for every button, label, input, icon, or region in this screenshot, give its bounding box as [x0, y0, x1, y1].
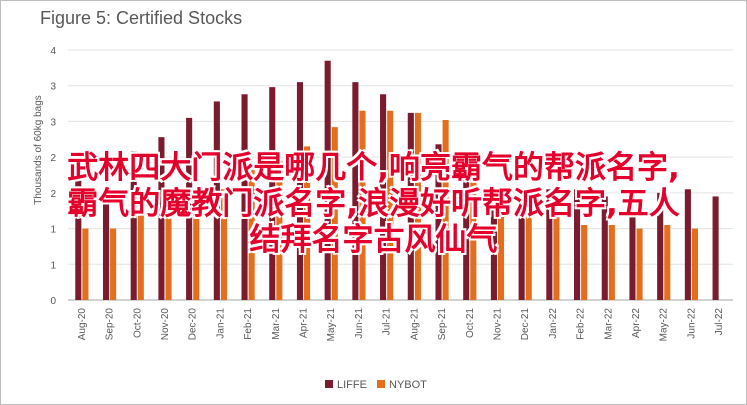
bar-nybot	[470, 155, 477, 300]
y-tick-label: 0	[50, 296, 56, 307]
bar-liffe	[380, 94, 387, 301]
y-tick-label: 2	[50, 153, 56, 164]
bars	[75, 60, 719, 301]
x-tick-label: Sep-20	[105, 308, 116, 341]
x-tick-label: Dec-21	[520, 308, 531, 341]
bar-nybot	[82, 228, 89, 300]
x-tick-label: Nov-21	[492, 308, 503, 341]
x-tick-label: Apr-22	[631, 308, 642, 338]
bar-liffe	[158, 137, 165, 300]
bar-liffe	[75, 177, 82, 300]
bar-liffe	[102, 189, 110, 300]
bar-nybot	[359, 110, 366, 300]
bar-nybot	[276, 160, 283, 300]
bar-liffe	[601, 196, 608, 300]
bar-liffe	[296, 82, 304, 301]
bar-liffe	[130, 151, 137, 300]
bar-nybot	[331, 127, 338, 301]
x-tick-label: Feb-22	[576, 308, 587, 340]
x-tick-label: Aug-21	[409, 308, 420, 341]
bar-nybot	[691, 228, 699, 300]
legend-swatch-nybot	[377, 380, 385, 388]
bar-nybot	[193, 196, 200, 300]
bar-liffe	[435, 144, 442, 300]
bar-liffe	[213, 101, 220, 300]
legend-label-nybot: NYBOT	[389, 379, 427, 391]
x-tick-label: Jul-21	[382, 308, 393, 336]
bar-nybot	[248, 167, 255, 300]
x-tick-label: Apr-21	[299, 308, 310, 338]
overlay-line-2: 霸气的魔教门派名字,浪漫好听帮派名字,五人	[67, 186, 680, 222]
x-tick-label: Mar-22	[603, 308, 614, 340]
x-tick-label: Oct-21	[465, 308, 476, 338]
bar-liffe	[324, 60, 331, 300]
x-tick-label: Oct-20	[132, 308, 143, 338]
y-tick-label: 3	[50, 82, 56, 93]
legend-label-liffe: LIFFE	[337, 379, 367, 391]
x-tick-label: Nov-20	[160, 308, 171, 341]
overlay-line-3: 结拜名字古风仙气	[249, 222, 498, 258]
bar-liffe	[546, 189, 553, 300]
x-tick-labels: Aug-20 Sep-20 Oct-20 Nov-20 Dec-20 Jan-21 Feb-…	[77, 308, 725, 342]
overlay-line-1: 武林四大门派是哪几个,响亮霸气的帮派名字,	[67, 150, 680, 186]
x-tick-label: Aug-20	[77, 308, 88, 341]
bar-nybot	[387, 110, 394, 300]
bar-nybot	[304, 146, 311, 300]
x-tick-label: May-22	[659, 308, 670, 342]
bar-nybot	[497, 210, 505, 300]
bar-nybot	[608, 225, 615, 300]
legend-swatch-liffe	[325, 380, 333, 388]
x-tick-label: Jun-21	[354, 308, 365, 339]
bar-nybot	[553, 214, 560, 300]
bar-nybot	[581, 225, 588, 300]
x-tick-label: May-21	[326, 308, 337, 342]
bar-liffe	[352, 82, 359, 301]
gridlines	[68, 49, 733, 301]
y-tick-label: 4	[50, 46, 56, 57]
bar-liffe	[490, 189, 497, 300]
x-tick-label: Feb-21	[243, 308, 254, 340]
x-tick-label: Jan-21	[215, 308, 226, 339]
y-tick-label: 3	[50, 117, 56, 128]
x-tick-label: Jul-22	[714, 308, 725, 336]
bar-liffe	[463, 160, 470, 300]
bar-liffe	[186, 117, 193, 300]
y-tick-labels: 0 1 1 2 2 3 3 4	[50, 46, 56, 307]
bar-nybot	[137, 214, 144, 300]
y-tick-label: 1	[50, 260, 56, 271]
bar-nybot	[636, 228, 643, 300]
bar-nybot	[110, 228, 117, 300]
x-tick-label: Sep-21	[437, 308, 448, 341]
y-tick-label: 2	[50, 189, 56, 200]
y-tick-label: 1	[50, 225, 56, 236]
bar-nybot	[525, 207, 532, 300]
bar-liffe	[574, 189, 581, 300]
chart-title: Figure 5: Certified Stocks	[40, 8, 243, 28]
bar-liffe	[712, 196, 719, 300]
bar-liffe	[269, 87, 276, 301]
x-tick-label: Dec-20	[188, 308, 199, 341]
bar-liffe	[407, 112, 414, 300]
bar-nybot	[414, 112, 421, 300]
bar-liffe	[518, 196, 525, 300]
x-tick-label: Jun-22	[686, 308, 697, 339]
bar-nybot	[165, 192, 172, 300]
bar-nybot	[664, 225, 671, 300]
legend: LIFFE NYBOT	[325, 379, 427, 391]
y-axis-label: Thousands of 60kg bags	[33, 95, 44, 205]
bar-nybot	[220, 189, 227, 300]
x-tick-label: Mar-21	[271, 308, 282, 340]
bar-liffe	[629, 214, 636, 300]
bar-liffe	[657, 192, 664, 300]
bar-nybot	[442, 120, 449, 300]
bar-liffe	[684, 189, 691, 300]
bar-liffe	[241, 94, 248, 301]
x-tick-label: Jan-22	[548, 308, 559, 339]
